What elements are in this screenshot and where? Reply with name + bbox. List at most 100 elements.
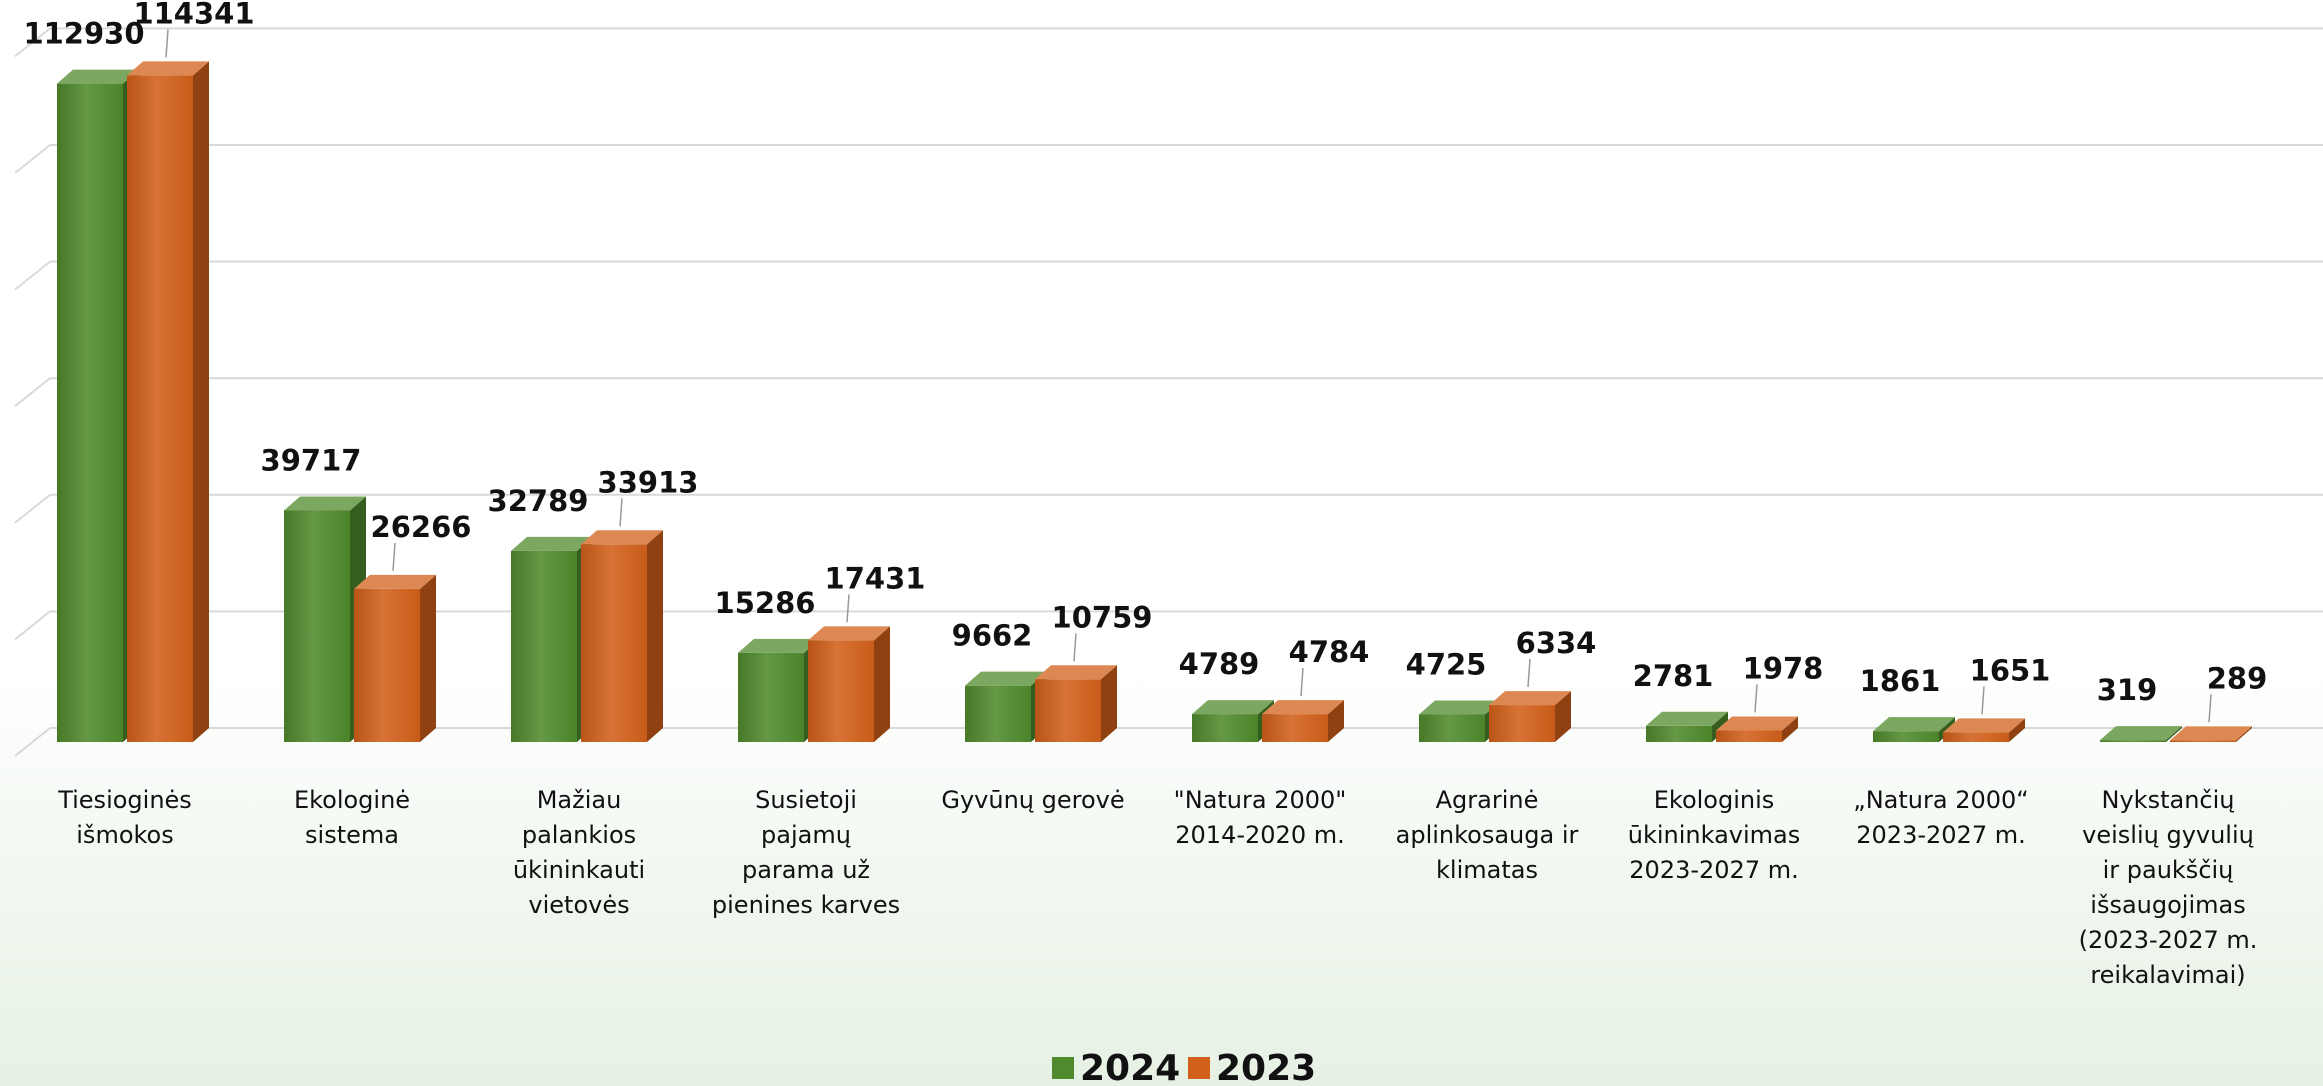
- category-label-line: išsaugojimas: [2090, 891, 2245, 919]
- leader-line: [1981, 686, 1985, 715]
- gridline-slant: [14, 144, 51, 174]
- data-label: 26266: [371, 510, 472, 544]
- leader-line: [619, 498, 623, 527]
- bar-front: [284, 510, 350, 742]
- category-label-line: ūkininkavimas: [1628, 821, 1801, 849]
- bar-2023-9: [2170, 726, 2252, 742]
- bar-top: [511, 536, 593, 551]
- bar-front: [127, 75, 193, 742]
- bar-2024-5: [1192, 700, 1274, 742]
- bar-front: [511, 550, 577, 742]
- category-label: Tiesioginės išmokos: [57, 786, 192, 849]
- bar-front: [1489, 705, 1555, 742]
- bar-2023-4: [1035, 665, 1117, 742]
- bar-side: [2166, 726, 2182, 742]
- bar-top: [581, 530, 663, 545]
- category-label: „Natura 2000“ 2023-2027 m.: [1853, 786, 2028, 849]
- data-label: 6334: [1516, 626, 1597, 660]
- bar-2024-2: [511, 536, 593, 742]
- bar-front: [581, 544, 647, 742]
- data-label: 289: [2207, 661, 2268, 695]
- leader-line: [1754, 684, 1758, 713]
- bar-2023-7: [1716, 716, 1798, 742]
- bar-2023-6: [1489, 691, 1571, 742]
- bar-front: [57, 83, 123, 742]
- bar-side: [193, 61, 209, 743]
- category-label-line: ūkininkauti: [513, 856, 645, 884]
- legend-item-2024: 2024: [1052, 1048, 1180, 1086]
- data-label: 319: [2097, 673, 2158, 707]
- category-label-line: „Natura 2000“: [1853, 786, 2028, 814]
- bar-front: [1646, 725, 1712, 742]
- legend: 2024 2023: [1052, 1048, 1316, 1086]
- data-label: 4725: [1406, 647, 1487, 681]
- gridline-slant: [14, 610, 51, 641]
- bar-front: [1035, 679, 1101, 742]
- category-label-line: sistema: [305, 821, 399, 849]
- category-labels: Tiesioginės išmokos Ekologinė sistema Mažiau…: [57, 786, 2257, 989]
- category-label-line: 2023-2027 m.: [1856, 821, 2025, 849]
- category-label-line: vietovės: [528, 891, 629, 919]
- bar-top: [354, 574, 436, 589]
- bar-2024-6: [1419, 700, 1501, 742]
- gridline-slant: [14, 494, 51, 524]
- category-label-line: Tiesioginės: [57, 786, 192, 814]
- category-label: Nykstančių veislių gyvulių ir paukščių išsa…: [2079, 786, 2258, 989]
- leader-line: [2208, 694, 2212, 723]
- leader-line: [846, 594, 850, 623]
- legend-swatch: [1188, 1057, 1210, 1079]
- data-label: 1861: [1860, 664, 1941, 698]
- bar-front: [965, 685, 1031, 742]
- bar-front: [1262, 714, 1328, 742]
- bar-2023-8: [1943, 718, 2025, 742]
- data-label: 15286: [715, 586, 816, 620]
- category-label: Ekologinė sistema: [294, 786, 410, 849]
- bar-front: [808, 640, 874, 742]
- legend-label: 2023: [1216, 1048, 1316, 1086]
- bar-side: [2236, 726, 2252, 742]
- category-label-line: Nykstančių: [2102, 786, 2235, 814]
- category-label: Susietoji pajamų parama už pienines karves: [712, 786, 900, 919]
- data-label: 10759: [1052, 600, 1153, 634]
- bar-top: [57, 69, 139, 84]
- bar-2023-3: [808, 626, 890, 742]
- category-label-line: (2023-2027 m.: [2079, 926, 2258, 954]
- bar-front: [2100, 740, 2166, 742]
- category-label-line: "Natura 2000": [1174, 786, 1347, 814]
- category-label-line: parama už: [742, 856, 870, 884]
- data-label: 112930: [23, 17, 144, 51]
- bar-2024-9: [2100, 726, 2182, 742]
- bar-top: [2170, 726, 2252, 741]
- bar-front: [1419, 714, 1485, 742]
- bar-2024-1: [284, 496, 366, 742]
- legend-label: 2024: [1080, 1048, 1180, 1086]
- data-label: 4784: [1289, 635, 1370, 669]
- gridline-slant: [14, 727, 51, 757]
- bar-top: [1192, 700, 1274, 715]
- bar-2023-1: [354, 574, 436, 742]
- bar-top: [808, 626, 890, 641]
- bar-top: [2100, 726, 2182, 741]
- data-label: 32789: [488, 484, 589, 518]
- category-label-line: Agrarinė: [1436, 786, 1539, 814]
- data-label: 9662: [952, 619, 1033, 653]
- category-label-line: Susietoji: [755, 786, 857, 814]
- bar-2024-3: [738, 638, 820, 742]
- bar-front: [1716, 730, 1782, 742]
- bars: [57, 61, 2252, 743]
- data-label: 1978: [1743, 651, 1824, 685]
- bar-2024-0: [57, 69, 139, 742]
- category-label: Ekologinis ūkininkavimas 2023-2027 m.: [1628, 786, 1801, 884]
- bar-top: [1262, 700, 1344, 715]
- bar-top: [1035, 665, 1117, 680]
- data-label: 4789: [1179, 647, 1260, 681]
- bar-2024-7: [1646, 711, 1728, 742]
- bar-side: [874, 626, 890, 742]
- bar-front: [1873, 731, 1939, 742]
- category-label-line: pajamų: [761, 821, 851, 849]
- data-label: 114341: [133, 0, 254, 30]
- data-label: 17431: [825, 561, 926, 595]
- legend-swatch: [1052, 1057, 1074, 1079]
- bar-side: [2009, 718, 2025, 742]
